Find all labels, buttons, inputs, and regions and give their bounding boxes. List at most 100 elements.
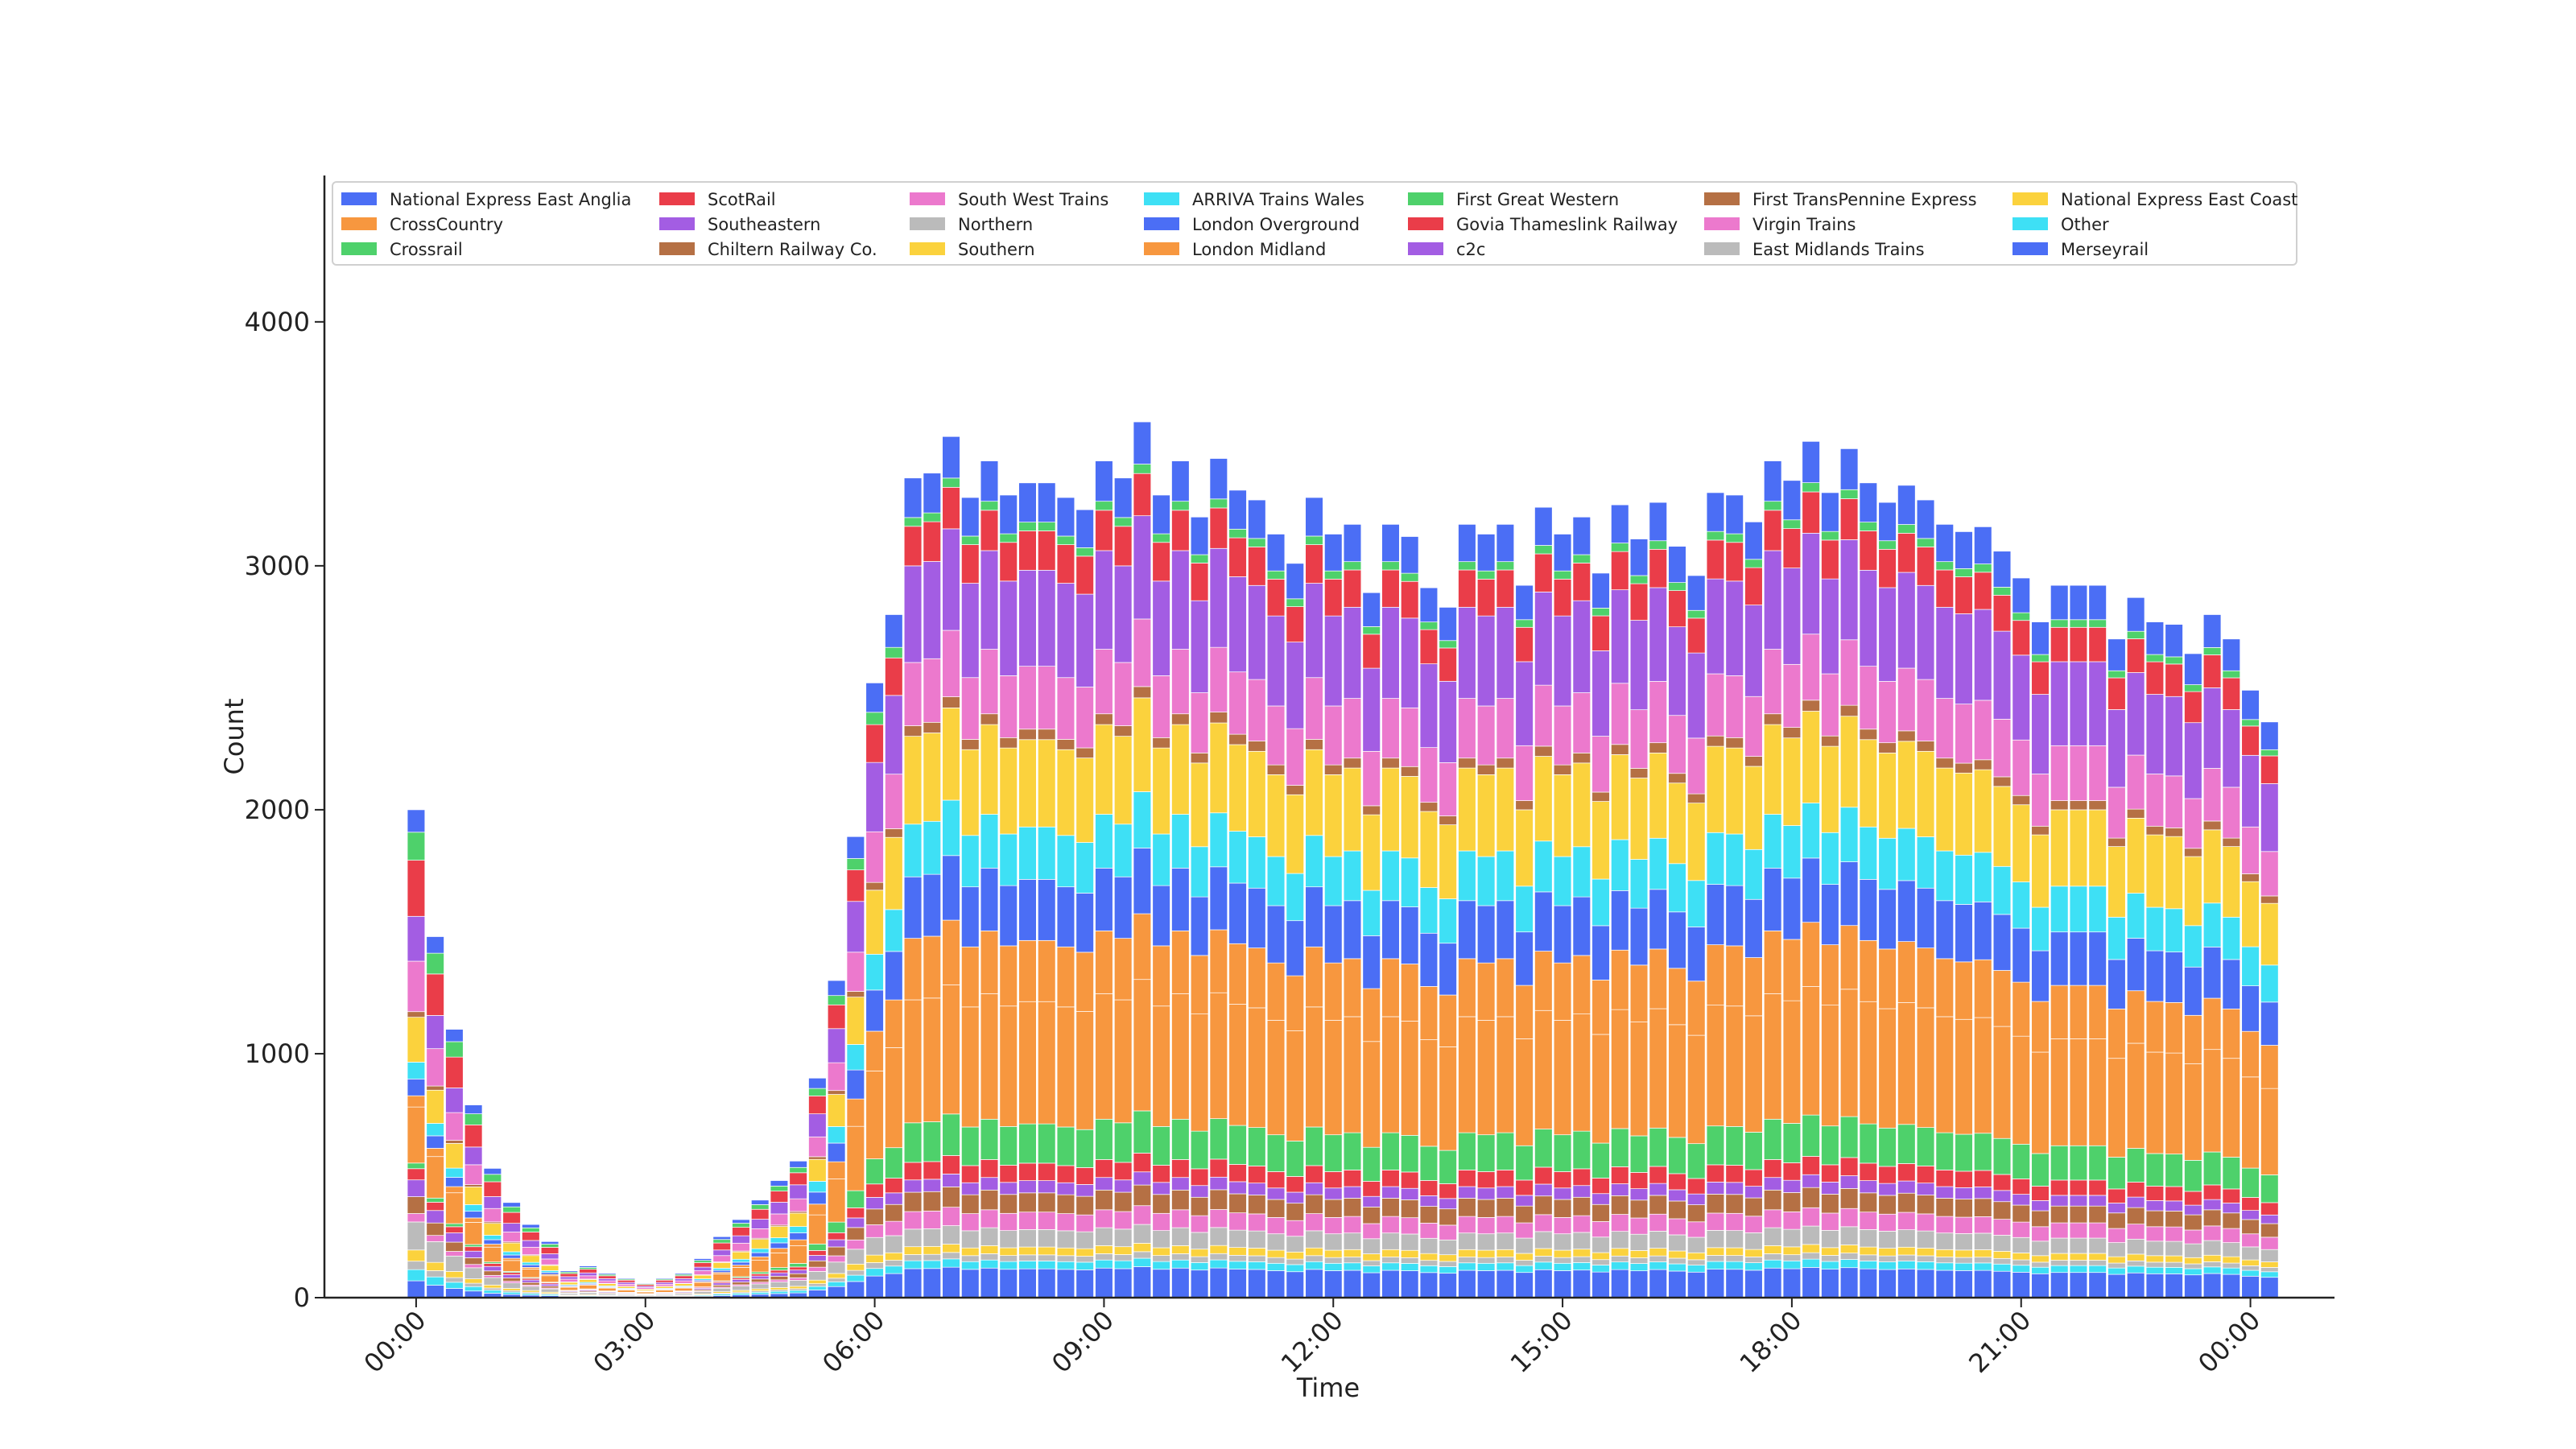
bar-segment-northern — [1324, 1257, 1343, 1264]
bar-segment-south-west-trains — [885, 774, 903, 829]
bar-segment-scotrail — [1897, 1163, 1916, 1182]
bar-segment-first-great-western — [1955, 568, 1973, 577]
bar-segment-merseyrail — [540, 1272, 559, 1275]
bar-segment-national-express-east-anglia — [2145, 621, 2165, 655]
bar-segment-first-great-western — [2165, 656, 2183, 665]
bar-segment-southern — [2184, 1257, 2202, 1265]
bar-segment-national-express-east-coast — [1725, 747, 1744, 835]
bar-segment-first-great-western — [2184, 684, 2202, 692]
bar-segment-south-west-trains — [522, 1246, 540, 1256]
bar-segment-southeastern — [885, 1192, 903, 1205]
bar-segment-first-transpennine-express — [1553, 764, 1572, 775]
bar-segment-chiltern-railway-co — [1228, 1193, 1247, 1213]
bar-segment-national-express-east-anglia — [464, 1104, 483, 1114]
bar-segment-merseyrail — [2069, 931, 2088, 986]
bar-segment-virgin-trains — [1286, 1220, 1305, 1237]
bar-segment-arriva-trains-wales — [2088, 1265, 2107, 1274]
bar-segment-east-midlands-trains — [1935, 1232, 1955, 1250]
bar-segment-south-west-trains — [1821, 673, 1839, 737]
bar-segment-c2c — [1037, 569, 1056, 667]
bar-segment-southeastern — [999, 1182, 1018, 1195]
bar-segment-chiltern-railway-co — [2184, 1214, 2202, 1231]
bar-segment-chiltern-railway-co — [1324, 1199, 1343, 1218]
bar-segment-southeastern — [2165, 1200, 2183, 1212]
bar-segment-london-midland — [1305, 946, 1323, 1008]
bar-segment-crosscountry — [961, 1006, 980, 1128]
bar-segment-govia-thameslink-railway — [1935, 569, 1955, 608]
bar-segment-arriva-trains-wales — [445, 1282, 464, 1289]
bar-segment-southern — [2222, 1256, 2241, 1264]
bar-segment-first-transpennine-express — [885, 828, 903, 838]
bar-segment-scotrail — [464, 1246, 483, 1252]
bar-segment-national-express-east-coast — [598, 1283, 617, 1286]
bar-segment-first-transpennine-express — [1591, 791, 1610, 802]
bar-segment-arriva-trains-wales — [1171, 1259, 1190, 1269]
bar-segment-arriva-trains-wales — [502, 1291, 521, 1295]
bar-segment-scotrail — [1152, 1165, 1170, 1183]
bar-segment-first-transpennine-express — [1439, 815, 1457, 825]
bar-segment-arriva-trains-wales — [1515, 1265, 1534, 1274]
bar-segment-southeastern — [770, 1272, 789, 1277]
bar-segment-crosscountry — [2031, 1051, 2050, 1154]
bar-segment-south-west-trains — [1305, 677, 1323, 740]
legend-swatch-chiltern-railway-co — [659, 242, 695, 255]
bar-segment-london-midland — [1324, 962, 1343, 1021]
bar-segment-london-midland — [732, 1265, 750, 1268]
bar-segment-merseyrail — [1209, 866, 1228, 931]
bar-segment-virgin-trains — [1266, 1217, 1286, 1235]
bar-segment-arriva-trains-wales — [1725, 1261, 1744, 1270]
bar-segment-crosscountry — [999, 1005, 1018, 1127]
bar-segment-national-express-east-coast — [522, 1255, 540, 1263]
bar-segment-southern — [464, 1278, 483, 1284]
bar-segment-scotrail — [1075, 1167, 1094, 1185]
bar-segment-crossrail — [1209, 1118, 1228, 1160]
bar-segment-other — [1802, 803, 1820, 859]
bar-segment-first-great-western — [2145, 654, 2165, 663]
bar-segment-south-west-trains — [407, 960, 426, 1013]
bar-segment-other — [464, 1204, 483, 1212]
legend: National Express East AngliaCrossCountry… — [332, 181, 2297, 266]
bar-segment-other — [980, 814, 999, 869]
bar-segment-london-overground — [1343, 1269, 1362, 1298]
bar-segment-crosscountry — [1171, 993, 1190, 1120]
bar-segment-northern — [1572, 1256, 1591, 1263]
bar-segment-london-overground — [2088, 1272, 2107, 1298]
bar-segment-national-express-east-coast — [1381, 767, 1400, 852]
bar-segment-other — [2260, 964, 2279, 1003]
bar-segment-arriva-trains-wales — [1974, 1262, 1992, 1271]
bar-segment-merseyrail — [1763, 867, 1782, 931]
bar-segment-other — [1056, 835, 1075, 888]
bar-segment-southern — [1381, 1249, 1400, 1257]
bar-segment-national-express-east-anglia — [885, 614, 903, 648]
bar-segment-national-express-east-anglia — [1343, 523, 1362, 563]
bar-segment-arriva-trains-wales — [1935, 1262, 1955, 1271]
bar-segment-crossrail — [1458, 1132, 1476, 1170]
bar-segment-govia-thameslink-railway — [1056, 544, 1075, 584]
bar-segment-south-west-trains — [1706, 673, 1725, 737]
bar-segment-london-overground — [1916, 1269, 1935, 1298]
bar-segment-merseyrail — [1935, 900, 1955, 960]
bar-segment-london-midland — [1782, 939, 1802, 1001]
bar-segment-east-midlands-trains — [1095, 1227, 1113, 1246]
bar-segment-scotrail — [1209, 1158, 1228, 1178]
bar-segment-merseyrail — [1629, 907, 1649, 966]
bar-segment-first-great-western — [464, 1113, 483, 1125]
bar-segment-london-midland — [426, 1148, 444, 1158]
bar-segment-c2c — [1763, 550, 1782, 650]
bar-segment-crossrail — [1782, 1123, 1802, 1163]
bar-segment-national-express-east-anglia — [1553, 534, 1572, 572]
bar-segment-crossrail — [923, 1121, 942, 1162]
bar-segment-southern — [770, 1286, 789, 1290]
bar-segment-southern — [2069, 1253, 2088, 1261]
bar-segment-first-great-western — [846, 858, 865, 871]
bar-segment-london-overground — [1324, 1270, 1343, 1298]
bar-segment-southeastern — [2184, 1204, 2202, 1216]
bar-segment-southern — [1687, 1252, 1706, 1261]
bar-segment-london-midland — [980, 930, 999, 994]
bar-segment-first-great-western — [445, 1041, 464, 1058]
bar-segment-first-great-western — [1534, 545, 1553, 555]
bar-segment-crosscountry — [1955, 1018, 1973, 1135]
bar-segment-south-west-trains — [2012, 739, 2030, 796]
bar-segment-first-transpennine-express — [1075, 747, 1094, 758]
bar-segment-national-express-east-anglia — [732, 1219, 750, 1224]
